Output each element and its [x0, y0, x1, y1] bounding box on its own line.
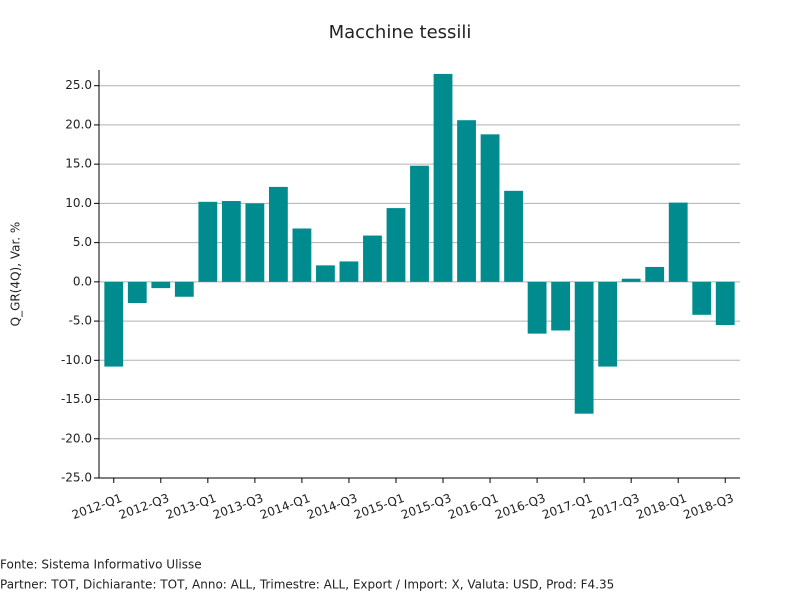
bar: [339, 261, 359, 282]
bar: [268, 186, 288, 282]
y-tick-label: -5.0: [69, 314, 92, 328]
y-tick-label: 5.0: [73, 235, 92, 249]
y-tick-label: 25.0: [65, 78, 92, 92]
chart-title: Macchine tessili: [329, 22, 472, 43]
y-tick-label: 10.0: [65, 196, 92, 210]
y-tick-label: 15.0: [65, 157, 92, 171]
bar: [645, 266, 665, 282]
bar: [316, 265, 335, 282]
y-tick-label: -25.0: [61, 471, 92, 485]
bar: [151, 281, 171, 289]
bar: [504, 190, 523, 282]
x-tick-label: 2018-Q3: [681, 491, 735, 522]
bar: [174, 281, 194, 297]
footnote: Partner: TOT, Dichiarante: TOT, Anno: AL…: [0, 578, 614, 592]
bar: [692, 281, 712, 315]
x-tick-label: 2016-Q1: [446, 491, 500, 522]
y-tick-label: -10.0: [61, 353, 92, 367]
x-tick-label: 2012-Q1: [70, 491, 124, 522]
x-tick-label: 2015-Q1: [352, 491, 406, 522]
x-tick-label: 2013-Q3: [211, 491, 265, 522]
bar: [574, 281, 594, 414]
x-tick-label: 2012-Q3: [117, 491, 171, 522]
bar: [198, 201, 218, 282]
bar: [245, 203, 265, 282]
bar: [433, 73, 453, 282]
y-tick-label: 0.0: [73, 274, 92, 288]
bar: [551, 281, 571, 331]
bar: [715, 281, 735, 325]
bar: [221, 201, 241, 282]
x-tick-label: 2014-Q3: [305, 491, 359, 522]
bar: [386, 208, 406, 282]
y-axis-label: Q_GR(4Q), Var. %: [9, 222, 23, 327]
bar: [598, 281, 618, 367]
x-tick-label: 2017-Q3: [587, 491, 641, 522]
bar: [621, 278, 641, 282]
x-tick-label: 2018-Q1: [634, 491, 688, 522]
bar: [363, 235, 382, 282]
x-tick-label: 2017-Q1: [540, 491, 594, 522]
bar: [668, 202, 688, 282]
bar: [292, 228, 312, 282]
bar: [104, 281, 124, 367]
bar: [527, 281, 547, 334]
bar: [480, 134, 500, 282]
y-tick-label: -15.0: [61, 392, 92, 406]
x-tick-label: 2015-Q3: [399, 491, 453, 522]
footnote: Fonte: Sistema Informativo Ulisse: [0, 558, 202, 572]
bar: [410, 165, 429, 282]
y-tick-label: 20.0: [65, 117, 92, 131]
bar: [127, 281, 147, 304]
y-tick-label: -20.0: [61, 431, 92, 445]
x-tick-label: 2016-Q3: [493, 491, 547, 522]
x-tick-label: 2014-Q1: [258, 491, 312, 522]
x-tick-label: 2013-Q1: [164, 491, 218, 522]
bar: [457, 120, 476, 282]
